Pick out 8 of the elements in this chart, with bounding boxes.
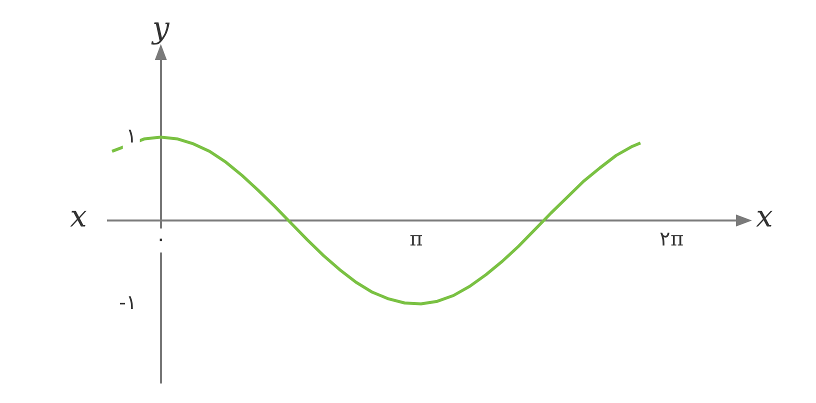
x-axis-title: x	[756, 199, 773, 234]
y-tick-label: -۱	[119, 290, 137, 314]
x-tick-label: ۰	[155, 226, 166, 251]
y-tick-label: ۱	[126, 123, 137, 148]
text: x	[70, 199, 87, 234]
x-tick-label: ۲π	[660, 226, 684, 251]
y-axis-title: y	[150, 10, 170, 46]
x-tick-label: π	[410, 226, 423, 251]
